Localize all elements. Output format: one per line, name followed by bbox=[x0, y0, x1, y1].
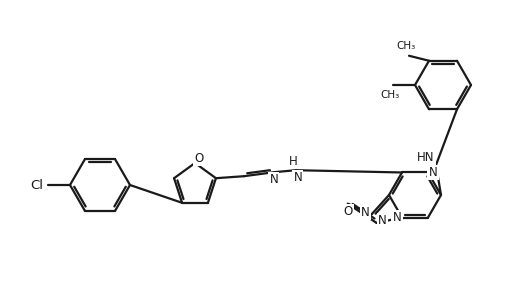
Text: CH₃: CH₃ bbox=[397, 41, 416, 51]
Text: Cl: Cl bbox=[31, 178, 43, 191]
Text: N: N bbox=[378, 214, 387, 228]
Text: N: N bbox=[361, 206, 370, 219]
Text: N: N bbox=[429, 166, 437, 179]
Text: N: N bbox=[392, 211, 401, 224]
Text: O: O bbox=[343, 205, 353, 218]
Text: N: N bbox=[269, 173, 278, 186]
Text: HN: HN bbox=[417, 151, 435, 163]
Text: O: O bbox=[194, 151, 204, 165]
Text: N: N bbox=[294, 171, 302, 184]
Text: CH₃: CH₃ bbox=[381, 90, 400, 100]
Text: H: H bbox=[288, 155, 297, 168]
